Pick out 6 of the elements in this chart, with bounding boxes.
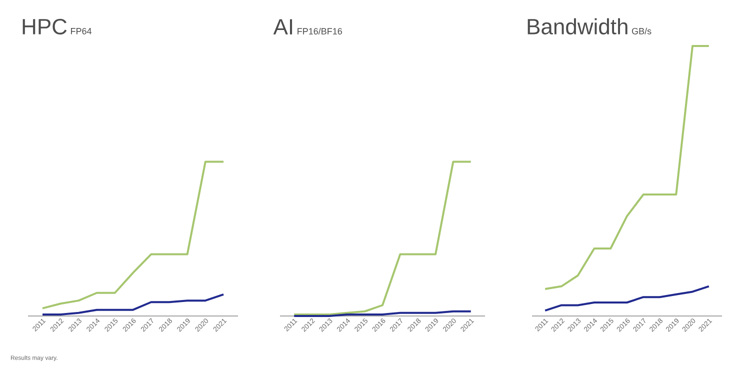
- chart-title: HPC: [22, 18, 67, 34]
- chart-title: AI: [273, 19, 292, 34]
- chart-subtitle: FP64: [70, 28, 92, 34]
- chart-subtitle: GB/s: [632, 28, 652, 34]
- chart-subtitle: FP16/BF16: [298, 28, 342, 34]
- chart-title: Bandwidth: [528, 18, 628, 34]
